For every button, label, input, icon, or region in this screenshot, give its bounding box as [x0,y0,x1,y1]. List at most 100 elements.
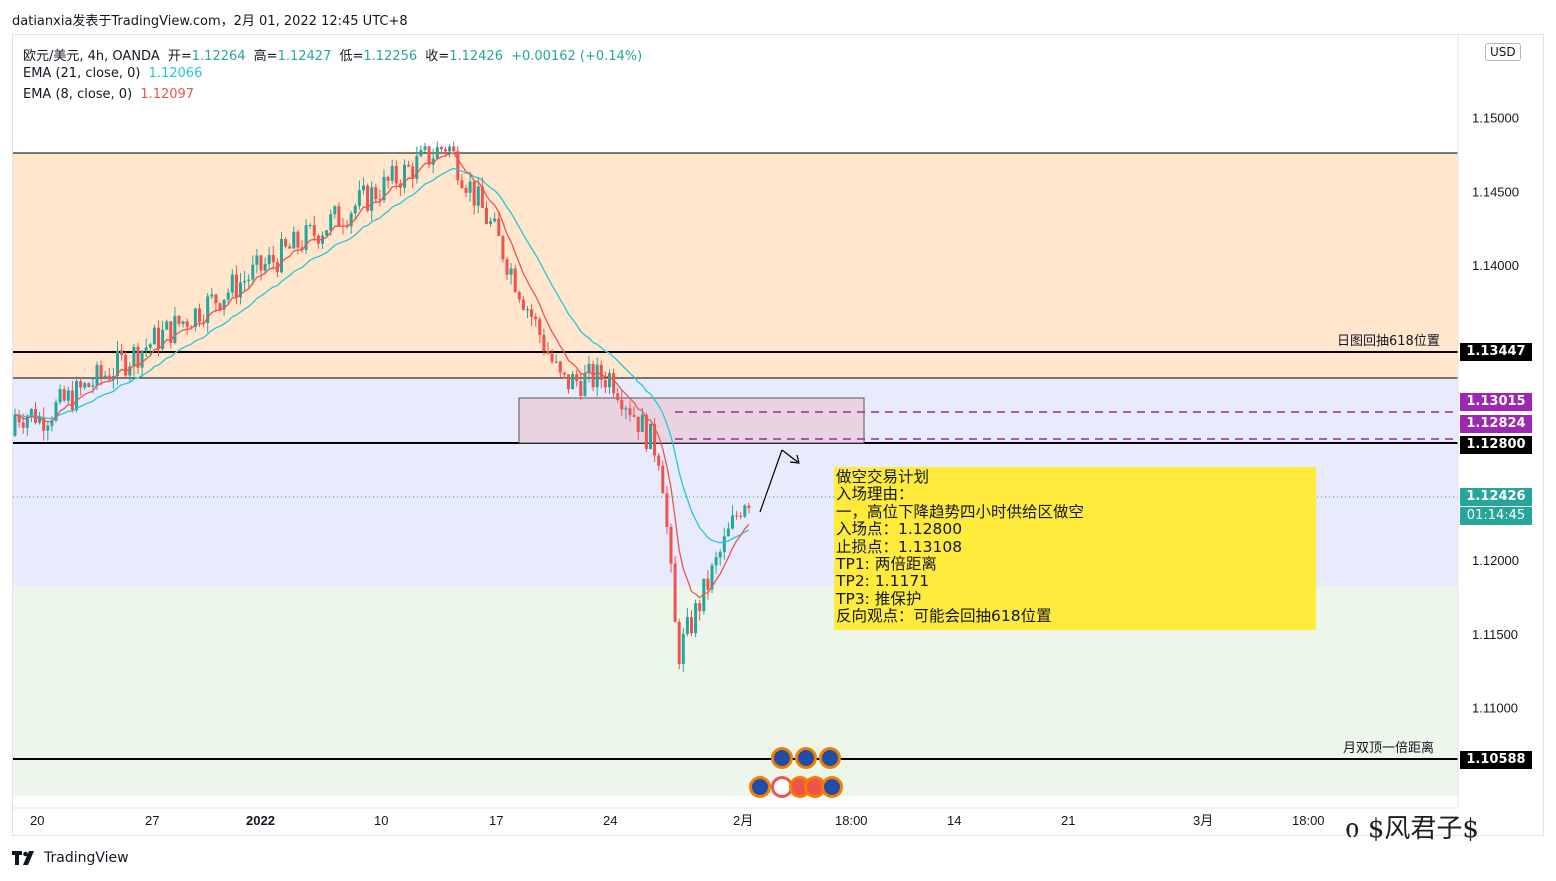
candle-body[interactable] [157,327,160,349]
candle-body[interactable] [370,187,374,211]
candle-body[interactable] [128,366,132,376]
candle-body[interactable] [456,151,460,181]
candle-body[interactable] [628,408,632,416]
candle-body[interactable] [649,423,652,449]
candle-body[interactable] [599,364,603,381]
candle-body[interactable] [70,390,74,411]
candle-body[interactable] [731,515,734,529]
candle-body[interactable] [378,199,382,201]
candle-body[interactable] [95,364,99,386]
candle-body[interactable] [509,268,513,275]
candle-body[interactable] [259,255,263,271]
candle-body[interactable] [353,205,357,214]
chart-frame[interactable] [12,34,1544,836]
candle-body[interactable] [193,308,197,328]
candle-body[interactable] [206,296,210,323]
candle-body[interactable] [579,381,583,396]
candle-body[interactable] [177,315,181,324]
candle-body[interactable] [374,187,378,200]
candle-body[interactable] [394,165,398,184]
economic-events[interactable] [749,747,843,798]
candle-body[interactable] [271,254,275,263]
candle-body[interactable] [480,186,484,208]
candle-body[interactable] [608,373,611,388]
candle-body[interactable] [214,294,218,304]
candle-body[interactable] [99,364,103,378]
candle-body[interactable] [595,364,599,388]
currency-button[interactable]: USD [1485,43,1521,61]
candle-body[interactable] [13,414,17,436]
candle-body[interactable] [726,528,730,537]
candle-body[interactable] [669,527,673,564]
candle-body[interactable] [50,420,54,426]
candle-body[interactable] [325,230,329,236]
candle-body[interactable] [644,414,648,449]
candle-body[interactable] [706,578,710,590]
candle-body[interactable] [690,617,693,634]
candle-body[interactable] [349,213,353,227]
candle-body[interactable] [296,231,300,248]
candle-body[interactable] [148,344,152,348]
candle-body[interactable] [493,218,497,222]
candle-body[interactable] [739,515,743,517]
candle-body[interactable] [468,181,472,193]
candle-body[interactable] [558,361,562,373]
candle-body[interactable] [550,353,554,362]
candle-body[interactable] [636,416,640,432]
candle-body[interactable] [427,146,431,165]
candle-body[interactable] [464,187,468,193]
candle-body[interactable] [710,565,714,590]
candle-body[interactable] [337,206,341,226]
candle-body[interactable] [640,414,644,432]
candle-body[interactable] [587,363,591,374]
candle-body[interactable] [546,351,550,354]
candle-body[interactable] [673,563,677,622]
supply-zone-box[interactable] [518,397,865,444]
candle-body[interactable] [616,393,620,400]
candle-body[interactable] [304,225,308,250]
candle-body[interactable] [161,329,165,349]
candle-body[interactable] [624,408,628,410]
projection-arrow[interactable] [759,449,800,513]
candle-body[interactable] [251,264,255,280]
candle-body[interactable] [526,309,529,311]
candle-body[interactable] [534,316,538,320]
candle-body[interactable] [653,423,657,456]
tradingview-logo[interactable]: TradingView [12,850,129,866]
candle-body[interactable] [505,259,509,275]
candle-body[interactable] [132,346,136,367]
candle-body[interactable] [497,218,501,237]
candle-body[interactable] [222,299,226,310]
candle-body[interactable] [460,180,464,188]
candle-body[interactable] [603,380,607,388]
candle-body[interactable] [403,164,406,188]
candle-body[interactable] [226,292,230,300]
candle-body[interactable] [411,166,415,179]
candle-body[interactable] [140,350,144,368]
candle-body[interactable] [407,164,411,167]
candle-body[interactable] [218,303,222,310]
candle-body[interactable] [230,274,234,293]
candle-body[interactable] [152,327,156,345]
candle-body[interactable] [46,425,50,431]
candle-body[interactable] [79,381,83,388]
candle-body[interactable] [448,146,452,152]
candle-body[interactable] [419,149,423,157]
candle-body[interactable] [431,158,435,165]
candle-body[interactable] [681,633,685,665]
candle-body[interactable] [435,147,439,159]
candle-body[interactable] [333,206,337,215]
candle-body[interactable] [136,346,140,368]
candle-body[interactable] [54,402,58,421]
candle-body[interactable] [284,238,288,247]
candle-body[interactable] [357,190,361,206]
candle-body[interactable] [554,361,558,363]
candle-body[interactable] [83,383,87,388]
candle-body[interactable] [382,176,386,201]
candle-body[interactable] [255,255,259,265]
candle-body[interactable] [476,186,480,206]
candle-body[interactable] [107,375,111,380]
candle-body[interactable] [29,409,33,418]
candle-body[interactable] [702,578,706,612]
